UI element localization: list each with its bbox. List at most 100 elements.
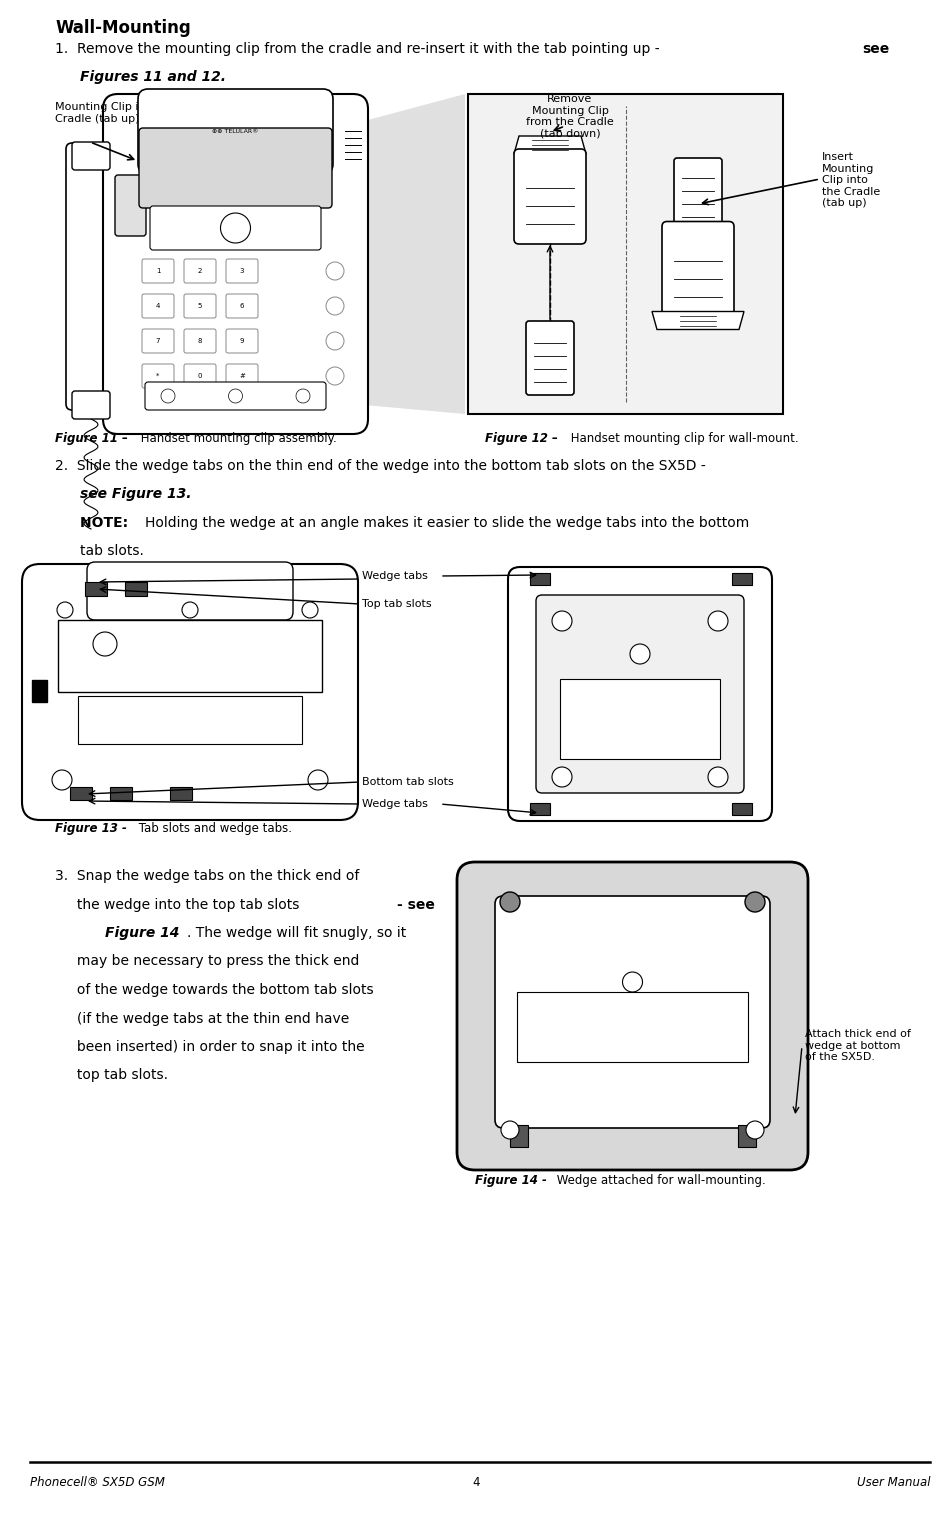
Bar	[69, 787, 92, 799]
Text: 1.  Remove the mounting clip from the cradle and re-insert it with the tab point: 1. Remove the mounting clip from the cra…	[55, 42, 664, 56]
Circle shape	[501, 1120, 519, 1139]
Text: Bottom tab slots: Bottom tab slots	[362, 777, 453, 787]
FancyBboxPatch shape	[226, 329, 258, 353]
Bar	[467, 94, 783, 413]
Circle shape	[551, 612, 571, 631]
Text: 4: 4	[472, 1476, 480, 1488]
Text: Top tab slots: Top tab slots	[362, 600, 431, 609]
Text: Figure 12 –: Figure 12 –	[485, 431, 557, 445]
Circle shape	[296, 389, 309, 403]
Bar	[109, 787, 132, 799]
Bar	[731, 802, 751, 815]
Bar	[516, 992, 747, 1061]
FancyBboxPatch shape	[72, 142, 109, 170]
Text: Mounting Clip in
Cradle (tab up): Mounting Clip in Cradle (tab up)	[55, 101, 146, 124]
FancyBboxPatch shape	[535, 595, 744, 793]
Text: *: *	[156, 372, 160, 378]
Text: 2.  Slide the wedge tabs on the thin end of the wedge into the bottom tab slots : 2. Slide the wedge tabs on the thin end …	[55, 459, 705, 472]
FancyBboxPatch shape	[142, 329, 174, 353]
Text: 1: 1	[155, 268, 160, 274]
Bar	[169, 787, 191, 799]
Text: Handset mounting clip for wall-mount.: Handset mounting clip for wall-mount.	[566, 431, 798, 445]
Circle shape	[326, 297, 344, 315]
Text: NOTE:: NOTE:	[80, 516, 133, 530]
Circle shape	[744, 892, 764, 911]
Circle shape	[326, 332, 344, 350]
FancyBboxPatch shape	[142, 363, 174, 388]
Bar	[125, 581, 147, 597]
Circle shape	[500, 892, 520, 911]
Circle shape	[707, 768, 727, 787]
Text: been inserted) in order to snap it into the: been inserted) in order to snap it into …	[55, 1040, 365, 1054]
Text: Figure 11 –: Figure 11 –	[55, 431, 128, 445]
Circle shape	[182, 603, 198, 618]
FancyBboxPatch shape	[149, 206, 321, 250]
FancyBboxPatch shape	[494, 896, 769, 1128]
Bar	[560, 678, 720, 759]
FancyBboxPatch shape	[184, 363, 216, 388]
Text: 3.  Snap the wedge tabs on the thick end of: 3. Snap the wedge tabs on the thick end …	[55, 869, 359, 883]
Text: Tab slots and wedge tabs.: Tab slots and wedge tabs.	[135, 822, 291, 836]
Text: (if the wedge tabs at the thin end have: (if the wedge tabs at the thin end have	[55, 1011, 348, 1025]
Bar	[32, 680, 47, 702]
Bar	[529, 572, 549, 584]
Text: 9: 9	[240, 338, 244, 344]
Bar	[58, 621, 322, 692]
Text: - see: - see	[397, 898, 434, 911]
Bar	[529, 802, 549, 815]
Circle shape	[326, 366, 344, 385]
Circle shape	[52, 771, 72, 790]
FancyBboxPatch shape	[184, 259, 216, 283]
FancyBboxPatch shape	[184, 294, 216, 318]
Circle shape	[745, 1120, 764, 1139]
FancyBboxPatch shape	[103, 94, 367, 435]
Circle shape	[161, 389, 175, 403]
Circle shape	[707, 612, 727, 631]
Circle shape	[622, 972, 642, 992]
Polygon shape	[513, 136, 585, 154]
FancyBboxPatch shape	[662, 221, 733, 316]
Text: #: #	[239, 372, 245, 378]
Bar	[509, 1125, 527, 1148]
Text: 5: 5	[198, 303, 202, 309]
FancyBboxPatch shape	[138, 89, 332, 174]
FancyBboxPatch shape	[226, 294, 258, 318]
FancyBboxPatch shape	[507, 568, 771, 821]
Text: see Figure 13.: see Figure 13.	[80, 488, 191, 501]
Text: Figure 14: Figure 14	[105, 927, 179, 940]
FancyBboxPatch shape	[457, 861, 807, 1170]
Text: tab slots.: tab slots.	[80, 544, 144, 559]
FancyBboxPatch shape	[145, 382, 326, 410]
FancyBboxPatch shape	[139, 129, 331, 207]
Circle shape	[307, 771, 327, 790]
FancyBboxPatch shape	[513, 148, 585, 244]
Text: see: see	[862, 42, 888, 56]
Text: Holding the wedge at an angle makes it easier to slide the wedge tabs into the b: Holding the wedge at an angle makes it e…	[145, 516, 748, 530]
FancyBboxPatch shape	[184, 329, 216, 353]
FancyBboxPatch shape	[526, 321, 573, 395]
Text: 7: 7	[155, 338, 160, 344]
Text: 6: 6	[240, 303, 244, 309]
Circle shape	[57, 603, 73, 618]
Circle shape	[93, 631, 117, 656]
FancyBboxPatch shape	[226, 259, 258, 283]
Text: Wedge tabs: Wedge tabs	[362, 571, 427, 581]
Bar	[737, 1125, 755, 1148]
Text: Insert
Mounting
Clip into
the Cradle
(tab up): Insert Mounting Clip into the Cradle (ta…	[822, 151, 880, 209]
FancyBboxPatch shape	[72, 391, 109, 419]
Text: Wall-Mounting: Wall-Mounting	[55, 20, 190, 36]
Circle shape	[551, 768, 571, 787]
Text: Remove
Mounting Clip
from the Cradle
(tab down): Remove Mounting Clip from the Cradle (ta…	[526, 94, 613, 139]
Text: Figure 14 -: Figure 14 -	[474, 1173, 546, 1187]
FancyBboxPatch shape	[87, 562, 292, 621]
Text: User Manual: User Manual	[856, 1476, 929, 1488]
Circle shape	[302, 603, 318, 618]
Text: 4: 4	[155, 303, 160, 309]
Text: Attach thick end of
wedge at bottom
of the SX5D.: Attach thick end of wedge at bottom of t…	[804, 1030, 910, 1063]
Text: Wedge tabs: Wedge tabs	[362, 799, 427, 808]
FancyBboxPatch shape	[226, 363, 258, 388]
Bar	[731, 572, 751, 584]
Text: 2: 2	[198, 268, 202, 274]
Text: 8: 8	[198, 338, 202, 344]
FancyBboxPatch shape	[66, 142, 116, 410]
